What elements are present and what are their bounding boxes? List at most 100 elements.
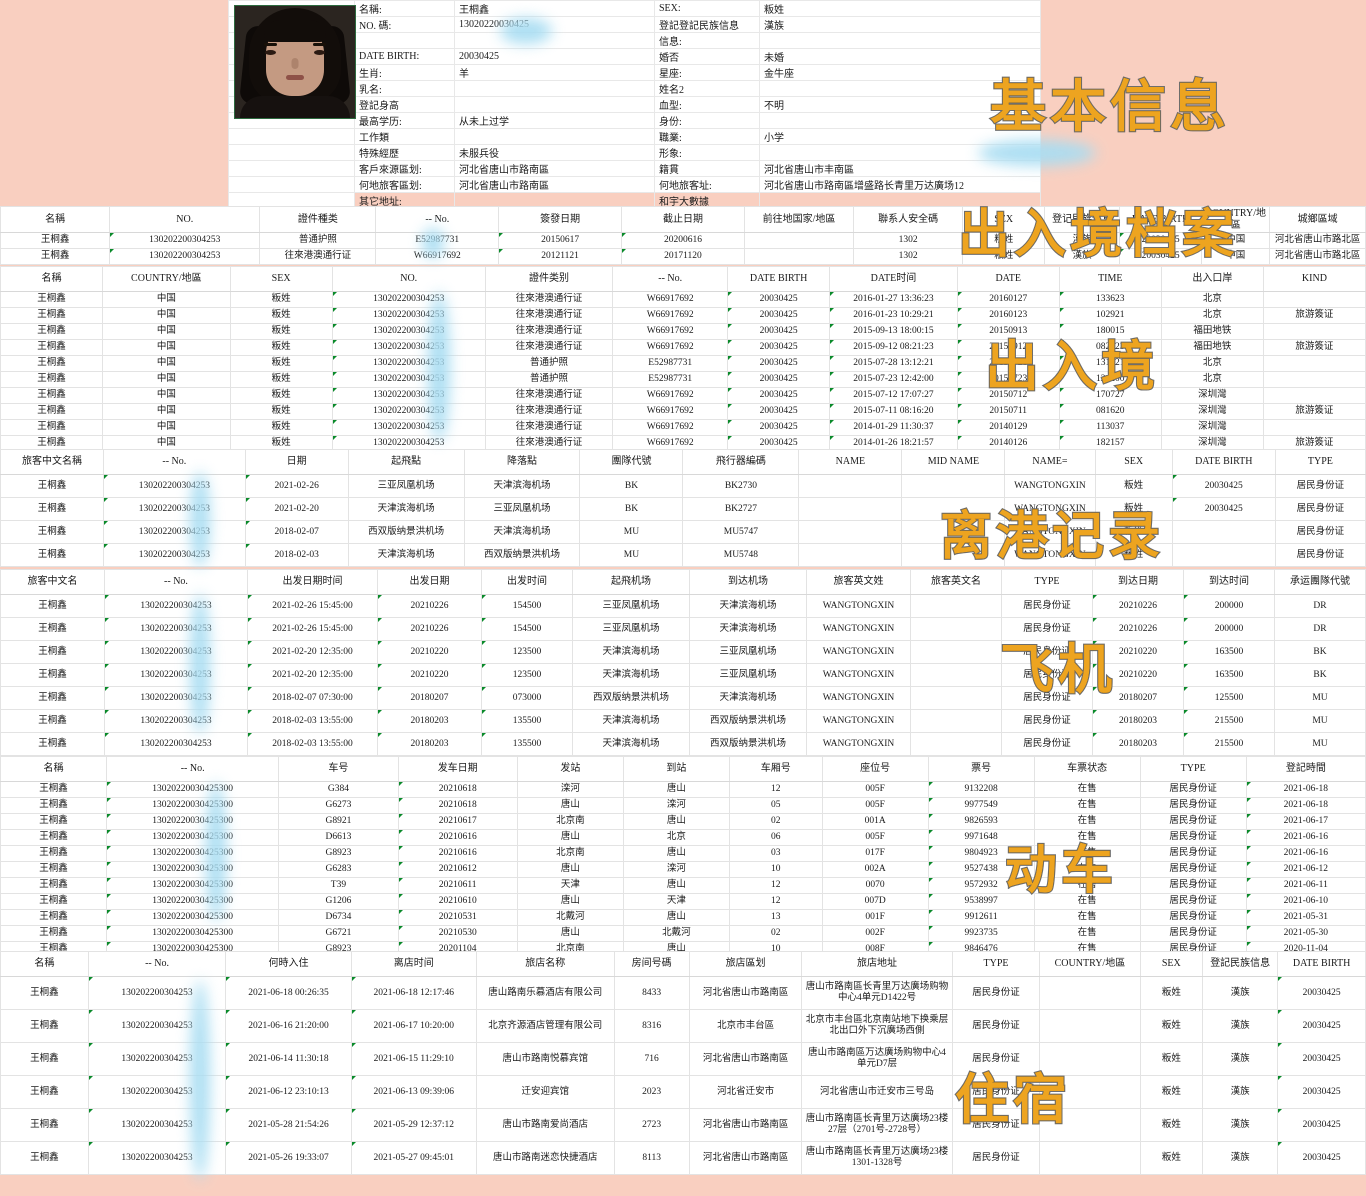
- table-row[interactable]: 王桐鑫 130202200304253 2021-02-20 12:35:00 202…: [0, 663, 1366, 687]
- column-header[interactable]: COUNTRY/地區: [1201, 206, 1271, 233]
- column-header[interactable]: DATE BIRTH: [1277, 951, 1366, 977]
- column-header[interactable]: DATE BIRTH: [1171, 449, 1276, 475]
- column-header[interactable]: -- No.: [87, 951, 227, 977]
- column-header[interactable]: 房间号碼: [613, 951, 690, 977]
- column-header[interactable]: 證件类别: [484, 266, 614, 292]
- column-header[interactable]: 旅店區划: [688, 951, 803, 977]
- column-header[interactable]: 日期: [244, 449, 349, 475]
- column-header[interactable]: TYPE: [1274, 449, 1366, 475]
- column-header[interactable]: 旅店地址: [801, 951, 953, 977]
- table-row[interactable]: 王桐鑫 13020220030425300 D6613 20210616 唐山 北京 06 0…: [0, 829, 1366, 846]
- column-header[interactable]: -- No.: [375, 206, 500, 233]
- column-header[interactable]: 出发日期: [377, 569, 482, 595]
- table-row[interactable]: 王桐鑫 130202200304253 2021-06-14 11:30:18 202…: [0, 1042, 1366, 1076]
- column-header[interactable]: TYPE: [951, 951, 1041, 977]
- column-header[interactable]: -- No.: [106, 756, 280, 782]
- column-header[interactable]: 旅客英文名: [910, 569, 1002, 595]
- column-header[interactable]: NO.: [331, 266, 486, 292]
- table-row[interactable]: 王桐鑫 13020220030425300 G384 20210618 滦河 唐山 12 00…: [0, 781, 1366, 798]
- column-header[interactable]: 飛行器編碼: [682, 449, 800, 475]
- table-row[interactable]: 王桐鑫 13020220030425300 G6283 20210612 唐山 滦河 10 0…: [0, 861, 1366, 878]
- column-header[interactable]: DATE: [956, 266, 1060, 292]
- table-row[interactable]: 王桐鑫 13020220030425300 G8921 20210617 北京南 唐山 02…: [0, 813, 1366, 830]
- column-header[interactable]: 票号: [927, 756, 1035, 782]
- column-header[interactable]: 出入口岸: [1160, 266, 1264, 292]
- column-header[interactable]: MID NAME: [901, 449, 1006, 475]
- table-row[interactable]: 王桐鑫 13020220030425300 D6734 20210531 北戴河 唐山 13…: [0, 909, 1366, 926]
- table-row[interactable]: 王桐鑫 130202200304253 2018-02-07 西双版纳景洪机场 天津滨海…: [0, 520, 1366, 544]
- table-row[interactable]: 王桐鑫 130202200304253 2021-02-26 15:45:00 202…: [0, 617, 1366, 641]
- column-header[interactable]: 旅客英文姓: [806, 569, 911, 595]
- column-header[interactable]: NAME: [798, 449, 903, 475]
- column-header[interactable]: 起飛机场: [572, 569, 690, 595]
- table-row[interactable]: 王桐鑫 13020220030425300 G6721 20210530 唐山 北戴河 02…: [0, 925, 1366, 942]
- column-header[interactable]: 承运團隊代號: [1274, 569, 1366, 595]
- table-row[interactable]: 王桐鑫 130202200304253 2021-05-26 19:33:07 202…: [0, 1141, 1366, 1175]
- column-header[interactable]: 发车日期: [397, 756, 518, 782]
- column-header[interactable]: 簽發日期: [498, 206, 623, 233]
- column-header[interactable]: 團隊代號: [579, 449, 684, 475]
- column-header[interactable]: COUNTRY/地區: [102, 266, 231, 292]
- column-header[interactable]: 车号: [278, 756, 399, 782]
- column-header[interactable]: 旅客中文名稱: [0, 449, 105, 475]
- column-header[interactable]: SEX: [962, 206, 1046, 233]
- column-header[interactable]: 截止日期: [621, 206, 745, 233]
- column-header[interactable]: 證件種类: [259, 206, 377, 233]
- column-header[interactable]: 降落點: [463, 449, 581, 475]
- column-header[interactable]: -- No.: [104, 569, 248, 595]
- column-header[interactable]: 发站: [516, 756, 624, 782]
- table-row[interactable]: 王桐鑫 130202200304253 2018-02-07 07:30:00 201…: [0, 686, 1366, 710]
- column-header[interactable]: SEX: [1094, 449, 1173, 475]
- column-header[interactable]: DATE时间: [829, 266, 958, 292]
- table-row[interactable]: 王桐鑫 130202200304253 2021-06-16 21:20:00 202…: [0, 1009, 1366, 1043]
- column-header[interactable]: 登記時間: [1245, 756, 1366, 782]
- column-header[interactable]: -- No.: [612, 266, 729, 292]
- column-header[interactable]: 聯系人安全碼: [853, 206, 964, 233]
- table-row[interactable]: 王桐鑫 130202200304253 2018-02-03 13:55:00 201…: [0, 709, 1366, 733]
- table-row[interactable]: 王桐鑫 130202200304253 2021-02-20 天津滨海机场 三亚凤凰机场…: [0, 497, 1366, 521]
- column-header[interactable]: 旅店名称: [475, 951, 615, 977]
- column-header[interactable]: 名稱: [0, 266, 104, 292]
- table-row[interactable]: 王桐鑫 13020220030425300 G8923 20210616 北京南 唐山 03…: [0, 845, 1366, 862]
- column-header[interactable]: 车票状态: [1033, 756, 1141, 782]
- column-header[interactable]: 名稱: [0, 206, 111, 233]
- table-row[interactable]: 王桐鑫 130202200304253 往來港澳通行证 W66917692 201211…: [0, 248, 1366, 265]
- column-header[interactable]: 旅客中文名: [0, 569, 105, 595]
- column-header[interactable]: 登記民族信息: [1202, 951, 1279, 977]
- column-header[interactable]: -- No.: [103, 449, 246, 475]
- column-header[interactable]: 到达时间: [1183, 569, 1275, 595]
- column-header[interactable]: 出发日期时间: [247, 569, 378, 595]
- column-header[interactable]: 前往地国家/地區: [743, 206, 855, 233]
- column-header[interactable]: 起飛點: [347, 449, 465, 475]
- column-header[interactable]: TIME: [1058, 266, 1162, 292]
- column-header[interactable]: 到站: [622, 756, 730, 782]
- table-row[interactable]: 王桐鑫 130202200304253 2018-02-03 天津滨海机场 西双版纳景洪…: [0, 543, 1366, 567]
- column-header[interactable]: 车厢号: [728, 756, 823, 782]
- column-header[interactable]: 离店时间: [350, 951, 477, 977]
- table-row[interactable]: 王桐鑫 130202200304253 普通护照 E52987731 20150617 2…: [0, 232, 1366, 249]
- column-header[interactable]: 城鄉區域: [1269, 206, 1366, 233]
- column-header[interactable]: 座位号: [821, 756, 929, 782]
- table-row[interactable]: 王桐鑫 中国 粄姓 130202200304253 普通护照 E52987731 20030…: [0, 355, 1366, 372]
- table-row[interactable]: 王桐鑫 13020220030425300 T39 20210611 天津 唐山 12 007…: [0, 877, 1366, 894]
- column-header[interactable]: COUNTRY/地區: [1039, 951, 1141, 977]
- table-row[interactable]: 王桐鑫 130202200304253 2021-06-18 00:26:35 202…: [0, 976, 1366, 1010]
- column-header[interactable]: TYPE: [1001, 569, 1093, 595]
- table-row[interactable]: 王桐鑫 130202200304253 2021-02-26 三亚凤凰机场 天津滨海机场…: [0, 474, 1366, 498]
- column-header[interactable]: NO.: [109, 206, 261, 233]
- column-header[interactable]: 何時入住: [225, 951, 352, 977]
- column-header[interactable]: NAME=: [1004, 449, 1096, 475]
- table-row[interactable]: 王桐鑫 13020220030425300 G1206 20210610 唐山 天津 12 0…: [0, 893, 1366, 910]
- table-row[interactable]: 王桐鑫 130202200304253 2021-02-20 12:35:00 202…: [0, 640, 1366, 664]
- table-row[interactable]: 王桐鑫 中国 粄姓 130202200304253 普通护照 E52987731 20030…: [0, 371, 1366, 388]
- table-row[interactable]: 王桐鑫 130202200304253 2018-02-03 13:55:00 201…: [0, 732, 1366, 756]
- column-header[interactable]: DATE BIRTH: [727, 266, 831, 292]
